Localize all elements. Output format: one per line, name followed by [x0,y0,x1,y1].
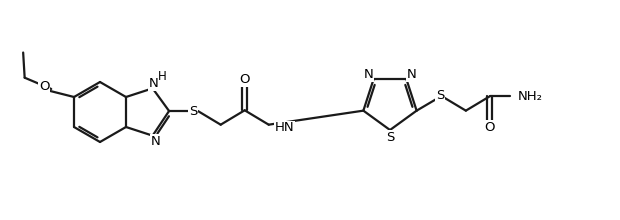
Text: N: N [364,68,373,81]
Text: O: O [239,73,250,86]
Text: N: N [407,68,417,81]
Text: H: H [158,70,167,83]
Text: O: O [39,81,50,94]
Text: N: N [149,77,159,90]
Text: N: N [151,135,161,148]
Text: O: O [485,121,495,134]
Text: S: S [436,89,445,102]
Text: S: S [188,104,197,117]
Text: HN: HN [275,121,294,134]
Text: NH₂: NH₂ [518,90,543,103]
Text: S: S [386,130,394,143]
